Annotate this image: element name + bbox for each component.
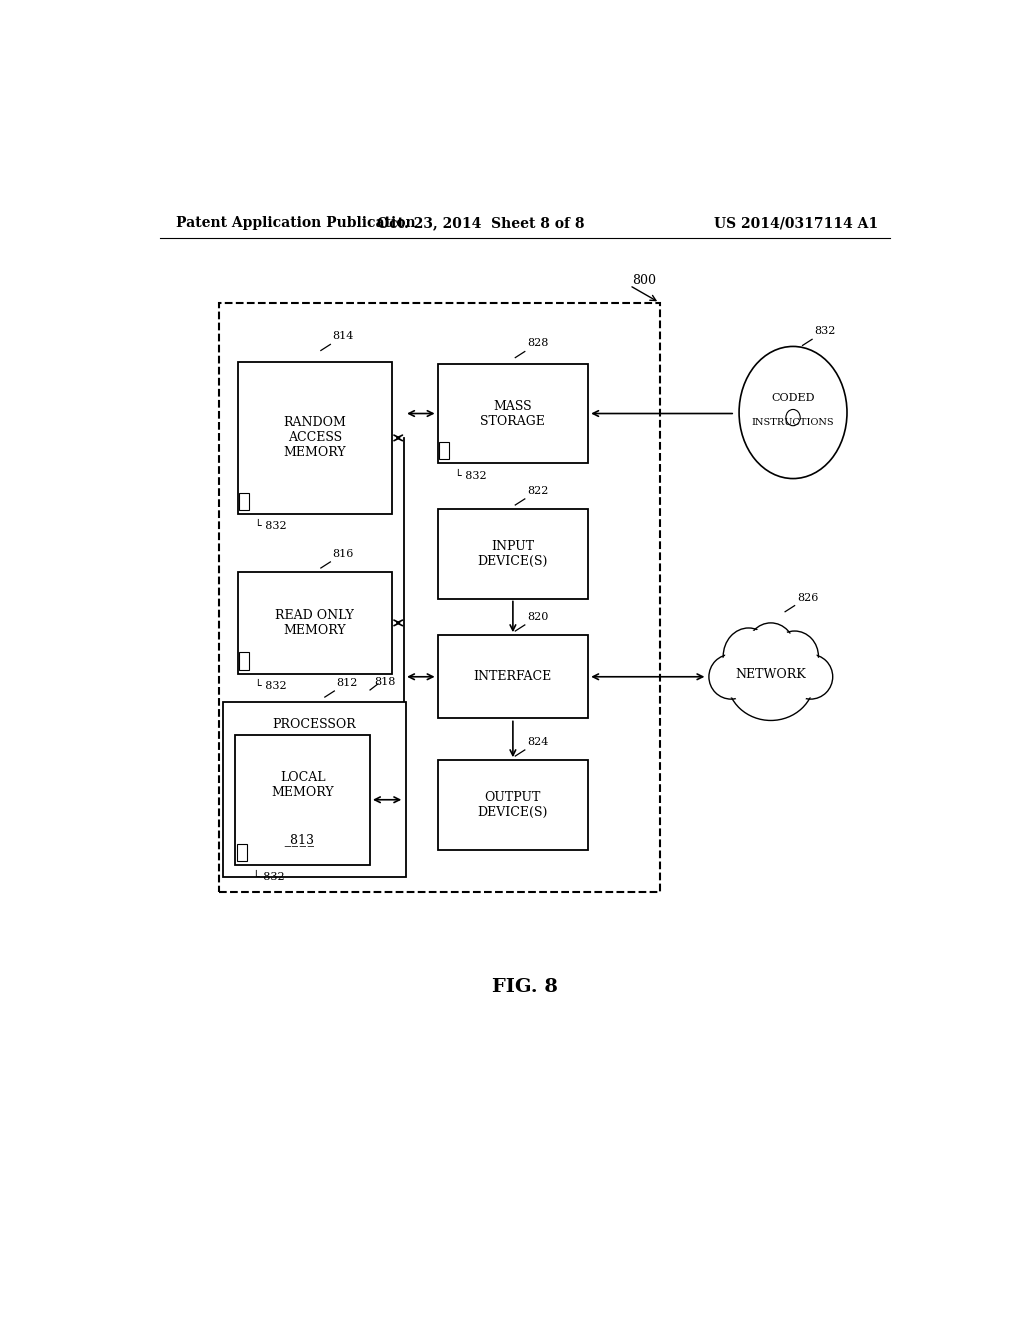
Text: └ 832: └ 832 [255, 521, 287, 532]
Bar [237, 843, 247, 861]
Ellipse shape [749, 624, 793, 672]
Text: 812: 812 [337, 678, 358, 688]
Text: MASS
STORAGE: MASS STORAGE [480, 400, 546, 428]
FancyBboxPatch shape [437, 364, 588, 463]
Ellipse shape [771, 631, 818, 682]
Text: 824: 824 [527, 737, 549, 747]
Text: └ 832: └ 832 [255, 681, 287, 690]
Text: NETWORK: NETWORK [735, 668, 806, 681]
Ellipse shape [709, 655, 754, 700]
Ellipse shape [788, 655, 833, 700]
Text: Oct. 23, 2014  Sheet 8 of 8: Oct. 23, 2014 Sheet 8 of 8 [378, 216, 585, 231]
Text: FIG. 8: FIG. 8 [492, 978, 558, 995]
Text: READ ONLY
MEMORY: READ ONLY MEMORY [275, 609, 354, 636]
Text: RANDOM
ACCESS
MEMORY: RANDOM ACCESS MEMORY [284, 416, 346, 459]
Bar [240, 492, 250, 510]
FancyBboxPatch shape [437, 760, 588, 850]
Text: 816: 816 [333, 549, 354, 558]
Text: INSTRUCTIONS: INSTRUCTIONS [752, 418, 835, 428]
Bar [439, 442, 450, 459]
Text: LOCAL
MEMORY: LOCAL MEMORY [271, 771, 334, 799]
Ellipse shape [723, 628, 774, 685]
Text: INPUT
DEVICE(S): INPUT DEVICE(S) [478, 540, 548, 568]
FancyBboxPatch shape [238, 572, 392, 673]
FancyBboxPatch shape [437, 635, 588, 718]
Text: 832: 832 [814, 326, 836, 337]
Text: ̲8̲1̲3̲: ̲8̲1̲3̲ [291, 833, 314, 846]
Ellipse shape [772, 632, 817, 680]
Text: 826: 826 [797, 593, 818, 602]
Ellipse shape [790, 656, 831, 697]
Ellipse shape [748, 623, 795, 673]
FancyBboxPatch shape [437, 510, 588, 598]
FancyBboxPatch shape [223, 702, 406, 876]
Bar [240, 652, 250, 669]
Ellipse shape [725, 630, 772, 682]
Ellipse shape [727, 639, 814, 721]
Text: US 2014/0317114 A1: US 2014/0317114 A1 [714, 216, 878, 231]
Text: └ 832: └ 832 [253, 873, 285, 882]
Ellipse shape [730, 643, 811, 718]
Text: 822: 822 [527, 486, 549, 496]
Text: PROCESSOR: PROCESSOR [272, 718, 356, 731]
Ellipse shape [739, 346, 847, 479]
Text: 818: 818 [374, 677, 395, 686]
Text: CODED: CODED [771, 393, 815, 404]
FancyBboxPatch shape [238, 362, 392, 515]
Text: 814: 814 [333, 331, 354, 342]
Text: └ 832: └ 832 [455, 470, 486, 480]
Text: OUTPUT
DEVICE(S): OUTPUT DEVICE(S) [478, 791, 548, 818]
Text: 828: 828 [527, 338, 549, 348]
Text: INTERFACE: INTERFACE [474, 671, 552, 684]
Ellipse shape [711, 656, 752, 697]
Text: 820: 820 [527, 612, 549, 622]
Text: 800: 800 [632, 273, 656, 286]
Ellipse shape [785, 409, 800, 426]
Text: Patent Application Publication: Patent Application Publication [176, 216, 416, 231]
FancyBboxPatch shape [236, 735, 370, 865]
